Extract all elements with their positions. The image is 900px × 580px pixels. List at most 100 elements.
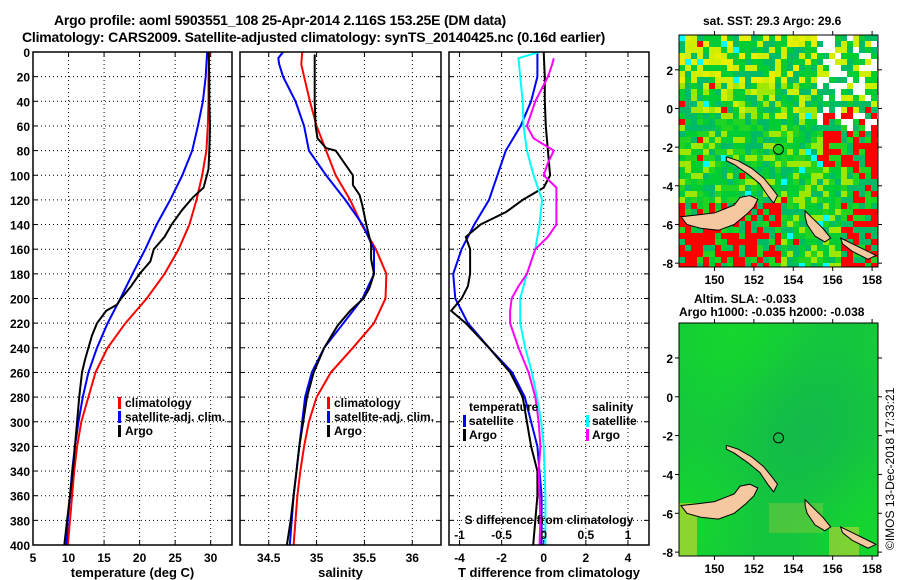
legend-swatch (463, 429, 466, 441)
legend-entry: Argo (592, 428, 620, 442)
map-x-tick-label: 152 (744, 273, 764, 287)
figure-title-line1: Argo profile: aoml 5903551_108 25-Apr-20… (54, 12, 506, 28)
x-tick-label: 5 (30, 551, 37, 565)
map-y-tick-label: 0 (666, 391, 673, 405)
series-salinity-argo (509, 57, 558, 546)
x-tick-label: 34.5 (257, 551, 281, 565)
y-tick-label: 320 (10, 440, 30, 454)
plot-frame (448, 51, 650, 546)
map-x-tick-label: 154 (783, 562, 803, 576)
x-axis-label: salinity (318, 565, 364, 580)
y-tick-label: 80 (17, 145, 31, 159)
legend-heading-salinity: salinity (592, 400, 634, 414)
x-tick-label: 4 (625, 551, 632, 565)
map-y-tick-label: 2 (666, 352, 673, 366)
top-tick-label: 0.5 (577, 528, 594, 542)
map-y-tick-label: -8 (662, 257, 673, 271)
x-tick-label: 35 (310, 551, 324, 565)
plot-temperature: 0 20 40 60 80 100 120 140 160 180 200 220 240 260 280 3… (10, 46, 233, 580)
legend-entry: satellite-adj. clim. (334, 410, 434, 424)
argo-position-marker (773, 432, 784, 444)
sla-map: 150 152 154 156 158 -8 -6 -4 -2 0 2 (662, 319, 882, 576)
plot-frame (239, 51, 442, 546)
top-tick-label: 1 (625, 528, 632, 542)
legend-swatch (327, 425, 330, 437)
map-x-tick-label: 150 (704, 562, 724, 576)
x-tick-label: 30 (204, 551, 218, 565)
imos-credit: ©IMOS 13-Dec-2018 17:33:21 (883, 387, 897, 550)
legend-entry: Argo (125, 424, 153, 438)
sst-map-title: sat. SST: 29.3 Argo: 29.6 (703, 14, 842, 28)
y-tick-label: 100 (10, 169, 30, 183)
x-tick-label: 10 (62, 551, 76, 565)
y-tick-label: 180 (10, 268, 30, 282)
map-y-tick-label: -2 (662, 141, 673, 155)
island-landmass (680, 483, 759, 520)
sst-map: 150 152 154 156 158 -8 -6 -4 -2 0 2 (662, 31, 882, 287)
argo-position-marker (773, 143, 784, 155)
y-tick-label: 220 (10, 317, 30, 331)
y-tick-label: 260 (10, 366, 30, 380)
map-y-tick-label: -4 (662, 180, 673, 194)
map-y-tick-label: -6 (662, 218, 673, 232)
y-tick-label: 340 (10, 465, 30, 479)
sst-map-field (679, 35, 878, 267)
x-tick-label: 35.5 (353, 551, 377, 565)
x-tick-label: -4 (454, 551, 465, 565)
figure-title-line2: Climatology: CARS2009. Satellite-adjuste… (22, 29, 606, 45)
top-tick-label: -0.5 (491, 528, 512, 542)
top-axis-label: S difference from climatology (465, 513, 634, 527)
map-x-tick-label: 150 (704, 273, 724, 287)
island-landmass (804, 209, 832, 243)
map-frame (678, 322, 879, 557)
x-tick-label: -2 (496, 551, 507, 565)
x-tick-label: 25 (168, 551, 182, 565)
map-x-tick-label: 154 (783, 273, 803, 287)
legend-swatch (327, 411, 330, 423)
series-temperature-argo (449, 51, 552, 546)
plot-salinity: 34.5 35 35.5 36 salinity climatologysatellite… (239, 51, 442, 580)
map-y-tick-label: 2 (666, 64, 673, 78)
y-tick-label: 40 (17, 95, 31, 109)
series-climatology (292, 51, 388, 546)
legend-swatch (586, 415, 589, 427)
map-y-tick-label: -8 (662, 546, 673, 560)
plot-frame (32, 51, 233, 546)
legend-entry: satellite (592, 414, 637, 428)
map-y-tick-label: 0 (666, 102, 673, 116)
legend-entry: climatology (334, 396, 401, 410)
map-y-tick-label: -6 (662, 507, 673, 521)
island-landmass (680, 194, 759, 231)
map-x-tick-label: 156 (823, 562, 843, 576)
y-tick-label: 280 (10, 391, 30, 405)
map-x-tick-label: 158 (862, 273, 882, 287)
legend-entry: Argo (334, 424, 362, 438)
x-tick-label: 20 (133, 551, 147, 565)
legend-swatch (118, 425, 121, 437)
island-landmass (725, 156, 779, 205)
x-tick-label: 0 (540, 551, 547, 565)
legend-entry: satellite (469, 414, 514, 428)
legend-swatch (118, 397, 121, 409)
series-argo (285, 54, 376, 546)
y-tick-label: 140 (10, 219, 30, 233)
x-tick-label: 15 (97, 551, 111, 565)
series-climatology (66, 51, 211, 546)
legend-swatch (463, 415, 466, 427)
y-tick-label: 300 (10, 416, 30, 430)
y-tick-label: 360 (10, 490, 30, 504)
map-y-tick-label: -4 (662, 468, 673, 482)
y-tick-label: 400 (10, 539, 30, 553)
x-axis-label: temperature (deg C) (71, 565, 195, 580)
x-tick-label: 36 (406, 551, 420, 565)
y-tick-label: 20 (17, 71, 31, 85)
map-x-tick-label: 158 (862, 562, 882, 576)
sla-map-title-line1: Altim. SLA: -0.033 (694, 292, 797, 306)
map-x-tick-label: 156 (823, 273, 843, 287)
y-tick-label: 120 (10, 194, 30, 208)
y-tick-label: 200 (10, 293, 30, 307)
top-tick-label: 0 (540, 528, 547, 542)
sla-map-title-line2: Argo h1000: -0.035 h2000: -0.038 (679, 305, 865, 319)
y-tick-label: 60 (17, 120, 31, 134)
top-tick-label: -1 (454, 528, 465, 542)
